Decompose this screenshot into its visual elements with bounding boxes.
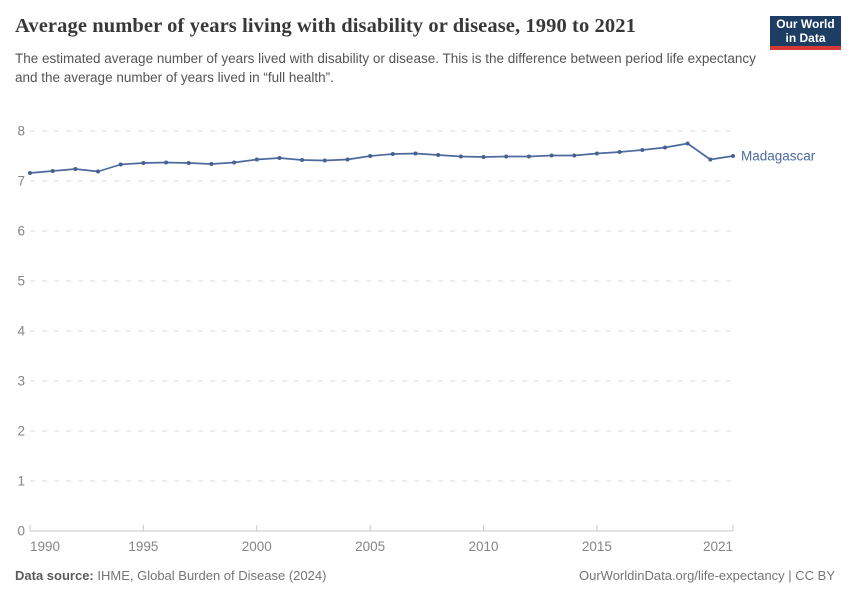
data-point[interactable] <box>186 161 191 165</box>
chart-header: Average number of years living with disa… <box>15 12 765 88</box>
data-point[interactable] <box>526 154 531 159</box>
data-source: Data source: IHME, Global Burden of Dise… <box>15 568 326 583</box>
chart-footer: Data source: IHME, Global Burden of Dise… <box>15 568 835 583</box>
data-point[interactable] <box>96 169 100 174</box>
data-source-label: Data source: <box>15 568 94 583</box>
data-point[interactable] <box>640 148 645 152</box>
data-point[interactable] <box>708 157 713 162</box>
x-tick-label: 2021 <box>703 539 733 554</box>
data-source-text: IHME, Global Burden of Disease (2024) <box>93 568 327 583</box>
credit-link[interactable]: OurWorldinData.org/life-expectancy | CC … <box>578 568 835 583</box>
owid-logo-line1: Our World <box>776 16 835 31</box>
y-tick-label: 1 <box>17 474 25 489</box>
data-point[interactable] <box>458 154 463 159</box>
data-point[interactable] <box>572 153 577 158</box>
x-tick-label: 2005 <box>355 539 385 554</box>
data-point[interactable] <box>277 156 282 160</box>
data-point[interactable] <box>232 160 237 165</box>
owid-logo-line2: in Data <box>785 31 826 45</box>
data-point[interactable] <box>345 157 350 162</box>
data-point[interactable] <box>413 151 418 156</box>
chart-subtitle: The estimated average number of years li… <box>15 50 756 86</box>
data-point[interactable] <box>436 153 441 157</box>
data-point[interactable] <box>141 161 146 165</box>
x-tick-label: 2010 <box>469 539 499 554</box>
data-point[interactable] <box>300 158 305 162</box>
y-tick-label: 6 <box>17 224 25 239</box>
data-point[interactable] <box>50 169 55 173</box>
data-point[interactable] <box>663 145 667 150</box>
data-point[interactable] <box>594 151 599 156</box>
x-tick-label: 1990 <box>30 539 60 554</box>
data-point[interactable] <box>368 154 373 158</box>
y-tick-label: 0 <box>17 524 25 539</box>
y-tick-label: 8 <box>17 124 25 139</box>
data-point[interactable] <box>731 154 735 158</box>
series-label[interactable]: Madagascar <box>741 149 816 164</box>
data-point[interactable] <box>504 154 509 159</box>
x-tick-label: 2000 <box>242 539 272 554</box>
y-tick-label: 5 <box>17 274 25 289</box>
data-point[interactable] <box>209 162 214 166</box>
y-tick-label: 3 <box>17 374 25 389</box>
data-point[interactable] <box>549 153 554 158</box>
data-point[interactable] <box>73 167 78 171</box>
chart-title: Average number of years living with disa… <box>15 15 636 37</box>
data-point[interactable] <box>322 158 327 163</box>
data-point[interactable] <box>28 171 32 175</box>
data-point[interactable] <box>390 152 395 156</box>
y-tick-label: 7 <box>17 174 25 189</box>
x-tick-label: 1995 <box>128 539 158 554</box>
owid-logo[interactable]: Our World in Data <box>770 16 841 50</box>
data-point[interactable] <box>617 150 622 154</box>
y-tick-label: 4 <box>17 324 25 339</box>
trend-line[interactable] <box>29 142 734 174</box>
data-point[interactable] <box>164 160 169 165</box>
data-point[interactable] <box>685 141 690 146</box>
data-point[interactable] <box>254 157 259 162</box>
data-point[interactable] <box>481 155 486 159</box>
x-tick-label: 2015 <box>582 539 612 554</box>
y-tick-label: 2 <box>17 424 25 439</box>
data-point[interactable] <box>118 162 123 167</box>
